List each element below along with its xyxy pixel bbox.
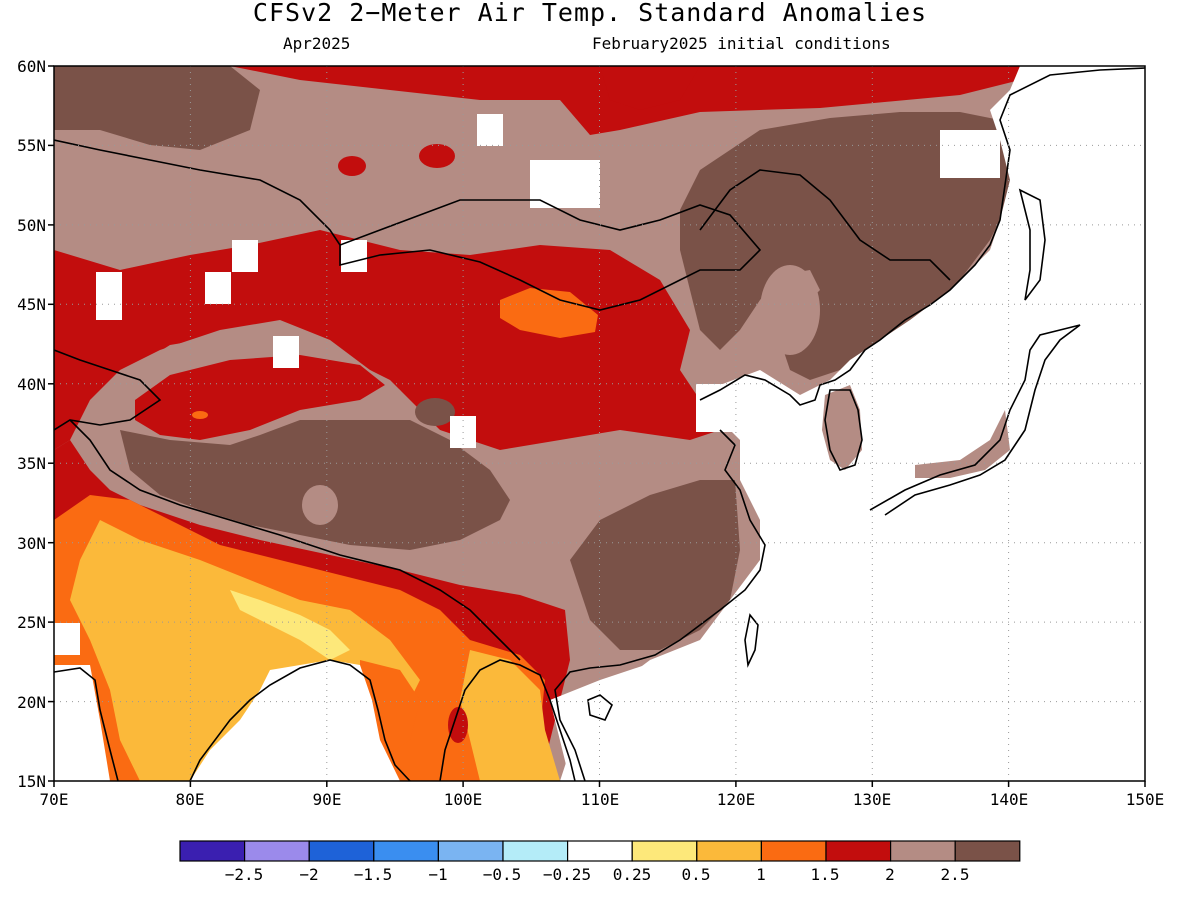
lat-label: 30N bbox=[17, 534, 46, 553]
field-spot-red bbox=[338, 156, 366, 176]
field-arabian-sea bbox=[54, 665, 110, 781]
colorbar-label: −2 bbox=[299, 865, 319, 884]
field-missing-cells bbox=[54, 114, 1000, 655]
lat-label: 25N bbox=[17, 613, 46, 632]
lon-label: 120E bbox=[716, 790, 756, 809]
field-korea bbox=[822, 385, 862, 470]
colorbar-swatch bbox=[308, 840, 375, 862]
map-title: CFSv2 2−Meter Air Temp. Standard Anomali… bbox=[252, 0, 928, 27]
coastline-japan bbox=[869, 324, 1081, 516]
lon-label: 130E bbox=[852, 790, 892, 809]
field-tibet-dark bbox=[120, 420, 510, 550]
field-bay-of-bengal bbox=[190, 660, 400, 781]
border-northeast bbox=[699, 169, 951, 281]
field-spot-red bbox=[448, 707, 468, 743]
field-spot-light bbox=[302, 485, 338, 525]
coastlines bbox=[54, 67, 1145, 781]
coastline-china-east bbox=[699, 67, 1145, 406]
field-northeast-dark bbox=[680, 112, 1010, 380]
coastline-hainan bbox=[587, 694, 613, 721]
coastline-sakhalin bbox=[1018, 188, 1046, 301]
lat-label: 50N bbox=[17, 216, 46, 235]
field-spot-orange bbox=[192, 411, 208, 419]
lon-label: 90E bbox=[312, 790, 342, 809]
tick-marks bbox=[48, 65, 1146, 787]
lat-label: 35N bbox=[17, 454, 46, 473]
colorbar-label: −0.5 bbox=[482, 865, 522, 884]
field-northwest-dark bbox=[54, 66, 260, 150]
anomaly-field bbox=[54, 66, 1145, 781]
colorbar-swatch bbox=[502, 840, 569, 862]
colorbar-swatch bbox=[244, 840, 310, 862]
colorbar-swatch bbox=[631, 840, 698, 862]
field-spot-dark bbox=[415, 398, 455, 426]
field-japan bbox=[915, 410, 1010, 478]
colorbar-label: −0.25 bbox=[542, 865, 592, 884]
border-central-asia bbox=[54, 349, 162, 431]
lon-label: 100E bbox=[443, 790, 483, 809]
colorbar-label: −2.5 bbox=[224, 865, 264, 884]
coastline-indochina bbox=[439, 659, 576, 781]
border-mongolia bbox=[339, 199, 762, 311]
colorbar-swatch bbox=[437, 840, 504, 862]
colorbar-swatch bbox=[179, 840, 246, 862]
colorbar-label: 1.5 bbox=[810, 865, 840, 884]
field-south-china-sea bbox=[550, 600, 780, 781]
initial-conditions: February2025 initial conditions bbox=[592, 34, 891, 53]
field-north-red-2 bbox=[600, 66, 700, 110]
field-mongolia-orange bbox=[500, 288, 598, 338]
lat-label: 40N bbox=[17, 375, 46, 394]
coastline-china-south bbox=[554, 429, 766, 781]
forecast-month: Apr2025 bbox=[283, 34, 351, 53]
colorbar-swatch bbox=[373, 840, 439, 862]
colorbar-label: −1.5 bbox=[353, 865, 393, 884]
lat-label: 20N bbox=[17, 693, 46, 712]
field-spot-light bbox=[760, 265, 820, 355]
lat-label: 15N bbox=[17, 772, 46, 791]
colorbar-label: −1 bbox=[428, 865, 448, 884]
coastline-taiwan bbox=[744, 613, 759, 668]
coastline-india bbox=[54, 659, 411, 781]
lon-label: 150E bbox=[1125, 790, 1165, 809]
field-southeast-amber bbox=[460, 650, 560, 781]
lon-label: 110E bbox=[580, 790, 620, 809]
colorbar-label: 0.25 bbox=[612, 865, 652, 884]
lat-label: 60N bbox=[17, 57, 46, 76]
colorbar-swatch bbox=[760, 840, 827, 862]
colorbar bbox=[179, 840, 1021, 862]
colorbar-label: 0.5 bbox=[681, 865, 711, 884]
lat-label: 55N bbox=[17, 136, 46, 155]
lon-label: 80E bbox=[175, 790, 205, 809]
colorbar-label: 2 bbox=[885, 865, 895, 884]
field-southchina-dark bbox=[570, 480, 740, 650]
colorbar-label: 2.5 bbox=[940, 865, 970, 884]
colorbar-label: 1 bbox=[756, 865, 766, 884]
colorbar-swatch bbox=[889, 840, 956, 862]
colorbar-swatch bbox=[696, 840, 762, 862]
colorbar-swatch bbox=[566, 840, 633, 862]
field-south-yellow bbox=[230, 590, 350, 660]
coastline-korea bbox=[824, 389, 863, 471]
lon-label: 70E bbox=[39, 790, 69, 809]
field-spot-red bbox=[419, 144, 455, 168]
border-china-west bbox=[69, 419, 521, 661]
lon-label: 140E bbox=[989, 790, 1029, 809]
colorbar-swatch bbox=[954, 840, 1021, 862]
colorbar-swatch bbox=[825, 840, 892, 862]
lat-label: 45N bbox=[17, 295, 46, 314]
